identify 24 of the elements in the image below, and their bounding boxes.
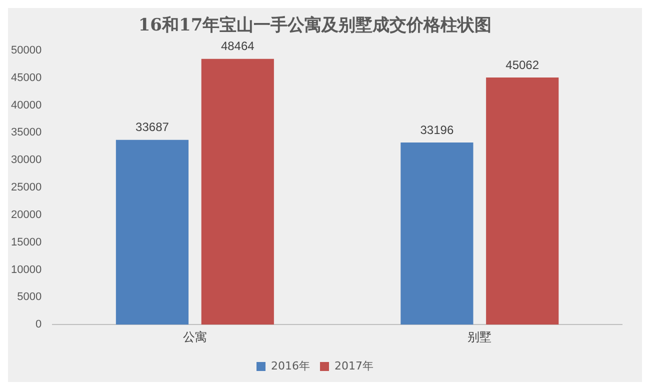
data-label: 33687: [136, 120, 170, 134]
y-tick-label: 50000: [10, 44, 42, 56]
y-tick-label: 40000: [10, 99, 42, 112]
y-tick-label: 35000: [10, 126, 42, 139]
y-tick-label: 5000: [17, 291, 42, 304]
bar: [400, 142, 474, 325]
legend-label: 2017年: [334, 359, 374, 372]
y-tick-label: 45000: [10, 72, 42, 84]
data-label: 33196: [420, 122, 454, 137]
bar: [201, 58, 274, 325]
y-tick-label: 20000: [10, 208, 42, 221]
data-label: 45062: [506, 58, 540, 72]
x-tick-label: 公寓: [182, 330, 207, 344]
legend-label: 2016年: [271, 359, 310, 372]
bar: [486, 77, 559, 325]
data-label: 48464: [220, 39, 255, 54]
y-tick-label: 10000: [10, 264, 42, 276]
y-tick-label: 15000: [10, 236, 42, 248]
y-tick-label: 25000: [10, 182, 42, 194]
y-tick-label: 30000: [10, 154, 42, 166]
bar: [116, 140, 189, 325]
chart-title: 16和17年宝山一手公寓及别墅成交价格柱状图: [138, 16, 492, 36]
y-tick-label: 0: [35, 318, 42, 331]
x-tick-label: 别墅: [468, 330, 492, 344]
